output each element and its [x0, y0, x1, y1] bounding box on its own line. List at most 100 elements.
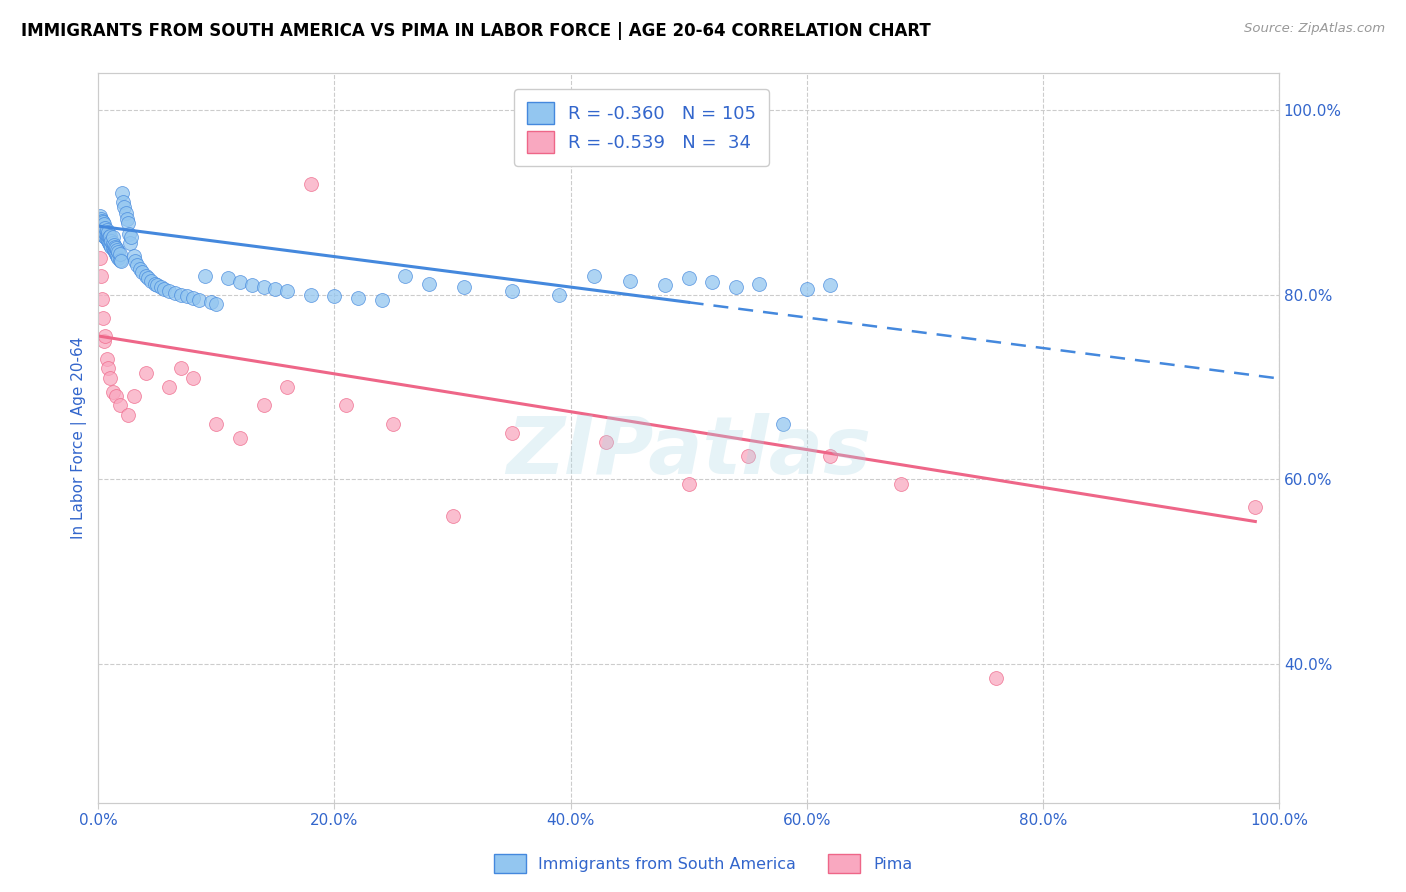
Point — [105, 389, 128, 403]
Point — [205, 417, 228, 431]
Point — [205, 297, 228, 311]
Point — [796, 282, 818, 296]
Point — [94, 221, 117, 235]
Point — [122, 249, 145, 263]
Point — [394, 269, 416, 284]
Point — [115, 211, 138, 226]
Point — [93, 221, 115, 235]
Point — [181, 291, 204, 305]
Point — [146, 278, 169, 293]
Point — [111, 186, 134, 200]
Point — [108, 399, 131, 413]
Point — [91, 214, 114, 228]
Point — [128, 261, 150, 276]
Point — [97, 361, 120, 376]
Point — [547, 287, 569, 301]
Point — [94, 226, 117, 240]
Point — [229, 275, 252, 289]
Point — [103, 244, 125, 258]
Point — [105, 249, 128, 263]
Y-axis label: In Labor Force | Age 20-64: In Labor Force | Age 20-64 — [72, 336, 87, 539]
Point — [112, 200, 135, 214]
Point — [89, 251, 111, 265]
Point — [181, 370, 204, 384]
Point — [135, 366, 157, 380]
Point — [619, 274, 641, 288]
Point — [382, 417, 405, 431]
Point — [100, 234, 122, 248]
Point — [820, 449, 842, 463]
Point — [94, 230, 117, 244]
Point — [105, 247, 128, 261]
Point — [187, 293, 209, 307]
Point — [89, 213, 111, 227]
Point — [93, 334, 115, 348]
Legend: R = -0.360   N = 105, R = -0.539   N =  34: R = -0.360 N = 105, R = -0.539 N = 34 — [515, 89, 769, 166]
Point — [89, 209, 111, 223]
Point — [124, 254, 146, 268]
Point — [165, 285, 187, 300]
Point — [135, 269, 157, 284]
Point — [253, 280, 276, 294]
Point — [276, 284, 298, 298]
Point — [120, 230, 142, 244]
Point — [110, 254, 132, 268]
Point — [90, 220, 112, 235]
Point — [299, 177, 322, 191]
Point — [136, 271, 159, 285]
Point — [194, 269, 217, 284]
Point — [501, 284, 523, 298]
Point — [984, 671, 1007, 685]
Point — [229, 431, 252, 445]
Point — [96, 227, 118, 242]
Text: ZIPatlas: ZIPatlas — [506, 413, 872, 491]
Point — [323, 289, 346, 303]
Point — [737, 449, 759, 463]
Point — [157, 284, 180, 298]
Point — [654, 278, 676, 293]
Point — [101, 230, 124, 244]
Point — [299, 287, 322, 301]
Point — [772, 417, 794, 431]
Point — [127, 258, 149, 272]
Point — [90, 213, 112, 227]
Point — [170, 287, 193, 301]
Point — [101, 384, 124, 399]
Point — [91, 310, 114, 325]
Point — [100, 239, 122, 253]
Point — [96, 232, 118, 246]
Point — [91, 223, 114, 237]
Point — [118, 227, 141, 241]
Text: Source: ZipAtlas.com: Source: ZipAtlas.com — [1244, 22, 1385, 36]
Point — [418, 277, 440, 291]
Point — [276, 380, 298, 394]
Point — [217, 271, 239, 285]
Point — [108, 252, 131, 267]
Point — [93, 228, 115, 243]
Point — [117, 408, 139, 422]
Point — [157, 380, 180, 394]
Point — [93, 225, 115, 239]
Point — [240, 278, 263, 293]
Point — [131, 265, 153, 279]
Point — [748, 277, 770, 291]
Point — [453, 280, 475, 294]
Point — [678, 477, 700, 491]
Point — [98, 237, 121, 252]
Point — [98, 235, 121, 250]
Point — [200, 295, 222, 310]
Point — [153, 282, 176, 296]
Point — [501, 426, 523, 441]
Point — [370, 293, 392, 307]
Point — [93, 218, 115, 232]
Point — [347, 291, 370, 305]
Point — [820, 278, 842, 293]
Point — [724, 280, 747, 294]
Point — [104, 245, 127, 260]
Point — [149, 280, 172, 294]
Point — [176, 289, 198, 303]
Point — [108, 247, 131, 261]
Point — [97, 225, 120, 239]
Point — [89, 219, 111, 233]
Point — [595, 435, 617, 450]
